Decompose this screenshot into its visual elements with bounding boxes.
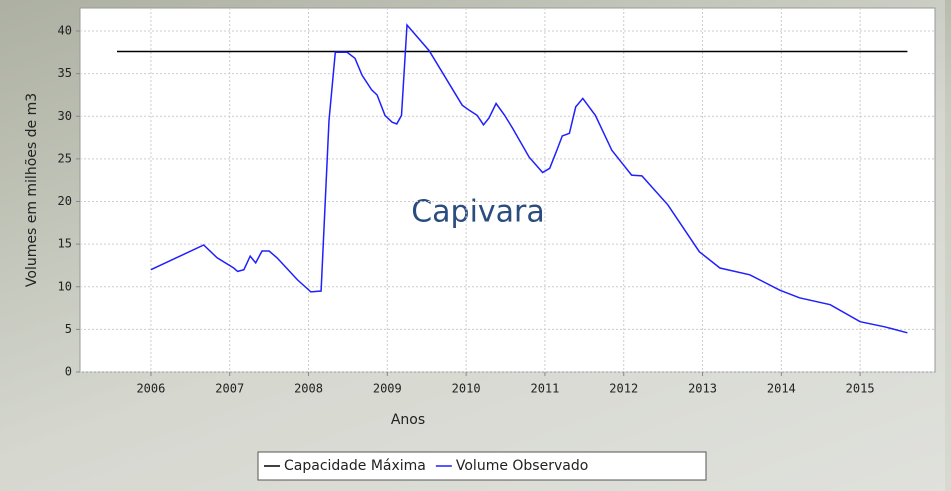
legend-label: Capacidade Máxima — [284, 458, 426, 474]
y-tick-label: 15 — [58, 237, 72, 251]
y-tick-label: 40 — [58, 24, 72, 38]
x-tick-label: 2010 — [452, 382, 481, 396]
legend — [257, 451, 707, 481]
y-tick-label: 30 — [58, 109, 72, 123]
x-tick-label: 2007 — [215, 382, 244, 396]
y-tick-label: 5 — [65, 322, 72, 336]
plot-area — [79, 7, 936, 373]
x-tick-label: 2009 — [373, 382, 402, 396]
x-tick-label: 2011 — [530, 382, 559, 396]
y-axis-title: Volumes em milhões de m3 — [24, 93, 40, 287]
x-tick-label: 2015 — [846, 382, 875, 396]
x-tick-label: 2012 — [609, 382, 638, 396]
y-tick-label: 0 — [65, 365, 72, 379]
series-line — [150, 23, 908, 334]
x-tick-label: 2013 — [688, 382, 717, 396]
x-tick-label: 2008 — [294, 382, 323, 396]
x-tick-label: 2014 — [767, 382, 796, 396]
annotation: Capivara — [411, 195, 545, 230]
x-axis-title: Anos — [391, 412, 425, 428]
y-tick-label: 10 — [58, 279, 72, 293]
x-tick-label: 2006 — [136, 382, 165, 396]
legend-label: Volume Observado — [456, 458, 588, 474]
y-tick-label: 20 — [58, 194, 72, 208]
y-tick-label: 35 — [58, 66, 72, 80]
y-tick-label: 25 — [58, 151, 72, 165]
